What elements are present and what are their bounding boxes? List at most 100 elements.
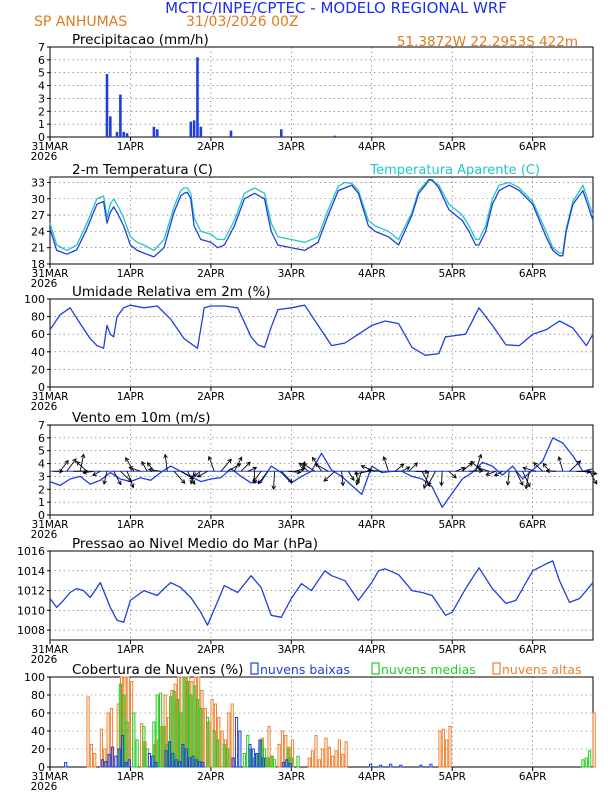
wind-vector-head: [476, 466, 482, 471]
legend-label: nuvens medias: [381, 662, 476, 677]
cloud-bar: [127, 759, 131, 768]
x-tick-year: 2026: [31, 151, 58, 163]
wind-vector: [303, 463, 316, 472]
wind-vector-head: [399, 463, 405, 468]
panel-title: Precipitacao (mm/h): [72, 32, 209, 48]
plot-frame: [49, 46, 594, 138]
cloud-bar: [174, 759, 178, 768]
cloud-bar: [441, 728, 445, 768]
x-tick-label: 4APR: [358, 391, 386, 403]
cloud-bar: [226, 748, 230, 768]
x-tick-label: 1APR: [117, 141, 145, 153]
cloud-bar: [86, 696, 90, 768]
wind-vector-head: [128, 466, 134, 471]
cloud-bar: [261, 757, 265, 768]
x-tick-label: 2APR: [197, 141, 225, 153]
wind-vector-head: [312, 456, 317, 462]
wind-vector: [354, 470, 369, 475]
wind-vector-head: [180, 479, 186, 484]
wind-vector-head: [366, 468, 372, 473]
wind-vector-head: [141, 460, 146, 466]
wind-vector: [113, 471, 122, 485]
x-tick-label: 31MAR: [32, 644, 69, 656]
x-tick-label: 6APR: [519, 141, 547, 153]
wind-vector: [522, 471, 531, 487]
cloud-bar: [188, 757, 192, 768]
wind-vector: [233, 456, 243, 472]
wind-vector: [515, 471, 524, 486]
y-tick-label: 40: [31, 346, 45, 359]
wind-vector: [129, 466, 141, 472]
cloud-bar: [399, 764, 403, 768]
cloud-bar: [147, 753, 151, 768]
cloud-bar: [93, 753, 97, 768]
wind-vector: [507, 471, 510, 485]
cloud-bar: [184, 748, 188, 768]
wind-vector-head: [477, 453, 483, 459]
y-tick-label: 4: [38, 458, 45, 471]
y-tick-label: 5: [38, 67, 45, 80]
wind-vector-head: [505, 481, 511, 486]
cloud-bar: [159, 692, 163, 768]
wind-vector: [461, 462, 473, 472]
cloud-bar: [231, 757, 235, 768]
precip-bar: [152, 126, 156, 137]
x-tick-label: 4APR: [358, 519, 386, 531]
cloud-bar: [142, 726, 146, 768]
precip-bar: [279, 129, 283, 137]
y-tick-label: 3: [38, 92, 45, 105]
x-tick-year: 2026: [31, 278, 58, 290]
wind-vector-head: [298, 462, 304, 468]
cloud-bar: [215, 739, 220, 768]
wind-vector: [533, 462, 544, 472]
cloud-bar: [331, 755, 335, 768]
wind-vector: [408, 462, 418, 472]
y-tick-label: 5: [38, 445, 45, 458]
y-tick-label: 3: [38, 470, 45, 483]
x-tick-label: 3APR: [278, 391, 306, 403]
cloud-bar: [379, 764, 383, 768]
cloud-bar: [419, 764, 423, 768]
wind-vector: [355, 471, 363, 485]
wind-vector: [187, 471, 196, 485]
y-tick-label: 1: [38, 496, 45, 509]
legend-label: nuvens altas: [502, 662, 582, 677]
wind-vector: [323, 470, 336, 482]
wind-vector: [476, 466, 490, 472]
cloud-bar: [100, 759, 105, 768]
plot-frame: [49, 424, 594, 516]
cloud-bar: [588, 750, 592, 768]
wind-vector-head: [353, 471, 359, 476]
x-tick-label: 6APR: [519, 391, 547, 403]
wind-vector-head: [192, 472, 198, 477]
y-tick-label: 1008: [17, 624, 45, 637]
x-tick-year: 2026: [31, 654, 58, 666]
cloud-bar: [251, 748, 255, 768]
wind-vector-head: [117, 480, 122, 486]
wind-vector-head: [82, 470, 87, 475]
x-tick-label: 2APR: [197, 391, 225, 403]
x-tick-label: 4APR: [358, 141, 386, 153]
wind-vector-head: [196, 473, 202, 478]
plot-frame: [49, 176, 594, 265]
cloud-bar: [296, 755, 300, 768]
y-tick-label: 20: [31, 363, 45, 376]
panel-title: Vento em 10m (m/s): [72, 410, 211, 426]
wind-vector: [79, 454, 85, 472]
x-tick-label: 3APR: [278, 771, 306, 783]
cloud-bar: [389, 763, 393, 768]
wind-vector: [589, 471, 598, 485]
wind-vector-head: [257, 479, 263, 485]
x-tick-label: 4APR: [358, 644, 386, 656]
wind-vector: [164, 454, 168, 472]
cloud-bar: [438, 730, 442, 768]
wind-vector-head: [252, 478, 257, 483]
wind-vector-head: [522, 466, 528, 471]
cloud-bar: [222, 744, 226, 768]
wind-vector-head: [593, 479, 598, 485]
y-tick-label: 33: [31, 176, 45, 189]
cloud-bar: [110, 746, 115, 768]
wind-vector-head: [246, 461, 251, 467]
